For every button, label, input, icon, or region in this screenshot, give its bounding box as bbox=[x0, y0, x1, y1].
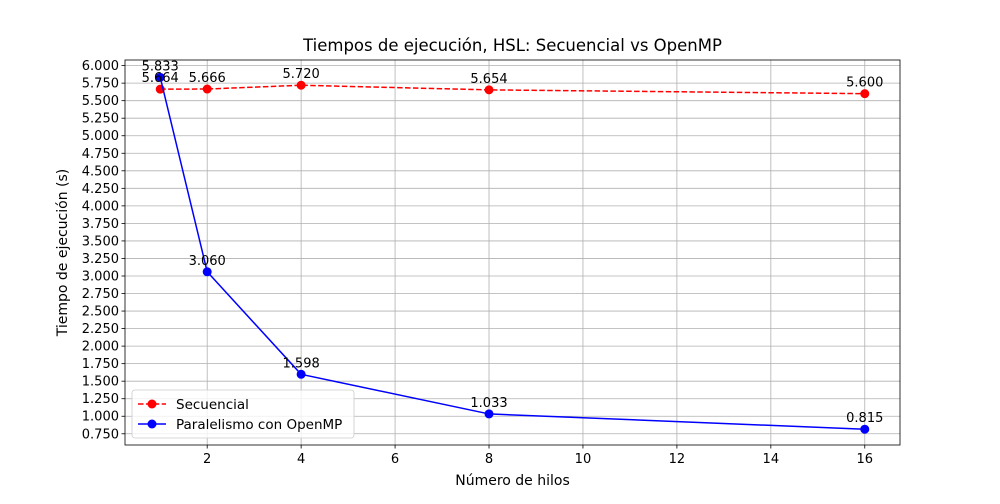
series-line-openmp bbox=[159, 77, 865, 430]
data-label-openmp: 0.815 bbox=[846, 411, 883, 426]
data-point-secuencial bbox=[484, 85, 494, 95]
y-axis-title: Tiempo de ejecución (s) bbox=[55, 169, 71, 338]
data-point-secuencial bbox=[202, 84, 212, 94]
y-tick-label: 6.000 bbox=[82, 59, 119, 74]
chart-title: Tiempos de ejecución, HSL: Secuencial vs… bbox=[302, 36, 722, 55]
y-tick-label: 1.250 bbox=[82, 392, 119, 407]
data-point-openmp bbox=[296, 369, 306, 379]
data-label-openmp: 1.033 bbox=[470, 396, 507, 411]
data-point-openmp bbox=[155, 72, 165, 82]
data-point-openmp bbox=[860, 424, 870, 434]
y-tick-label: 0.750 bbox=[82, 427, 119, 442]
series-layer bbox=[155, 72, 870, 434]
data-label-openmp: 1.598 bbox=[283, 356, 320, 371]
y-tick-label: 1.750 bbox=[82, 357, 119, 372]
y-tick-label: 1.000 bbox=[82, 410, 119, 425]
legend-marker-secuencial bbox=[147, 399, 157, 409]
data-label-secuencial: 5.600 bbox=[846, 76, 883, 91]
legend-marker-openmp bbox=[147, 419, 157, 429]
y-tick-label: 3.000 bbox=[82, 269, 119, 284]
y-tick-label: 4.750 bbox=[82, 147, 119, 162]
data-labels-layer: 5.664 5.666 5.720 5.654 5.600 5.833 3.060 1.598… bbox=[142, 59, 884, 426]
data-point-secuencial bbox=[296, 80, 306, 90]
y-tick-label: 2.750 bbox=[82, 287, 119, 302]
legend-label-openmp: Paralelismo con OpenMP bbox=[176, 417, 342, 433]
data-label-secuencial: 5.666 bbox=[189, 71, 226, 86]
y-tick-label: 3.500 bbox=[82, 234, 119, 249]
x-axis-title: Número de hilos bbox=[455, 473, 570, 489]
x-tick-label: 2 bbox=[203, 452, 211, 467]
y-tick-label: 4.500 bbox=[82, 164, 119, 179]
y-tick-label: 4.250 bbox=[82, 182, 119, 197]
legend: Secuencial Paralelismo con OpenMP bbox=[131, 389, 355, 439]
x-tick-label: 10 bbox=[575, 452, 592, 467]
ticks-layer: 2 4 6 8 10 12 14 16 0.750 1.000 1.250 1.500 1.750 2.0… bbox=[82, 59, 873, 467]
x-tick-label: 16 bbox=[856, 452, 873, 467]
y-tick-label: 3.250 bbox=[82, 252, 119, 267]
data-point-openmp bbox=[484, 409, 494, 419]
data-label-secuencial: 5.654 bbox=[470, 72, 507, 87]
y-tick-label: 4.000 bbox=[82, 199, 119, 214]
x-tick-label: 4 bbox=[297, 452, 305, 467]
plot-area-frame bbox=[124, 59, 901, 446]
y-tick-label: 2.250 bbox=[82, 322, 119, 337]
data-label-secuencial: 5.720 bbox=[283, 67, 320, 82]
x-tick-label: 8 bbox=[485, 452, 493, 467]
x-tick-label: 14 bbox=[763, 452, 780, 467]
data-point-secuencial bbox=[860, 89, 870, 99]
y-tick-label: 5.000 bbox=[82, 129, 119, 144]
y-tick-label: 3.750 bbox=[82, 217, 119, 232]
y-tick-label: 5.250 bbox=[82, 112, 119, 127]
grid-layer bbox=[125, 60, 900, 445]
legend-label-secuencial: Secuencial bbox=[176, 397, 249, 413]
data-label-secuencial: 5.664 bbox=[142, 71, 179, 86]
legend-box bbox=[131, 389, 355, 439]
y-tick-label: 1.500 bbox=[82, 375, 119, 390]
data-label-openmp: 3.060 bbox=[189, 254, 226, 269]
x-tick-label: 6 bbox=[391, 452, 399, 467]
y-tick-label: 5.750 bbox=[82, 77, 119, 92]
series-line-secuencial bbox=[160, 84, 865, 95]
y-tick-label: 5.500 bbox=[82, 94, 119, 109]
y-tick-label: 2.500 bbox=[82, 305, 119, 320]
x-tick-label: 12 bbox=[669, 452, 686, 467]
y-tick-label: 2.000 bbox=[82, 340, 119, 355]
data-label-openmp: 5.833 bbox=[142, 59, 179, 74]
data-point-openmp bbox=[202, 267, 212, 277]
